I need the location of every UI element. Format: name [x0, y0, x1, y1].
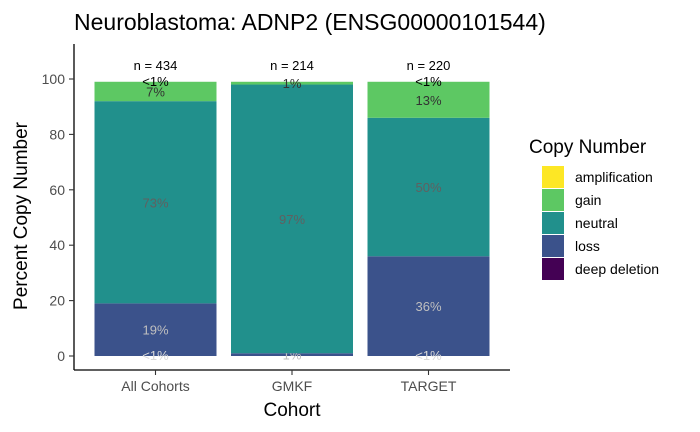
axes: 0 20 40 60 80 100 All Cohorts GMKF TARGET — [42, 44, 510, 394]
x-tick-label: All Cohorts — [121, 378, 189, 394]
data-label-small: <1% — [415, 348, 442, 363]
y-tick-label: 40 — [49, 237, 65, 253]
y-axis-label: Percent Copy Number — [11, 121, 32, 310]
legend-label: gain — [575, 192, 601, 208]
data-label: 50% — [415, 180, 441, 195]
bar-segment-loss — [231, 353, 353, 356]
bar-segment-loss — [94, 303, 217, 356]
x-tick-label: TARGET — [401, 378, 457, 394]
n-label: n = 214 — [270, 58, 314, 73]
data-label-small: <1% — [142, 348, 169, 363]
x-axis-label: Cohort — [263, 400, 321, 421]
legend-swatch — [542, 258, 564, 280]
chart-title: Neuroblastoma: ADNP2 (ENSG00000101544) — [74, 9, 546, 35]
data-label: 13% — [415, 93, 441, 108]
y-tick-label: 80 — [49, 126, 65, 142]
bar-segment-loss — [367, 256, 490, 356]
legend-label: loss — [575, 238, 600, 254]
legend-swatch — [542, 235, 564, 257]
legend-title: Copy Number — [529, 137, 647, 158]
bar-segment-gain — [94, 81, 217, 102]
data-label: 1% — [283, 76, 302, 91]
bar-segment-neutral — [367, 117, 490, 257]
bar-segment-neutral — [231, 84, 353, 354]
legend: Copy Number amplification gain neutral loss… — [529, 137, 659, 280]
x-tick-label: GMKF — [272, 378, 312, 394]
legend-label: amplification — [575, 169, 653, 185]
data-label: 19% — [142, 323, 168, 338]
data-label-small: <1% — [142, 74, 169, 89]
legend-swatch — [542, 166, 564, 188]
y-tick-label: 60 — [49, 182, 65, 198]
data-label-small: <1% — [415, 74, 442, 89]
y-tick-label: 20 — [49, 293, 65, 309]
legend-label: neutral — [575, 215, 618, 231]
bar-segment-neutral — [94, 101, 217, 304]
n-label: n = 220 — [407, 58, 451, 73]
y-tick-label: 100 — [42, 71, 66, 87]
legend-swatch — [542, 212, 564, 234]
n-label: n = 434 — [134, 58, 178, 73]
y-tick-label: 0 — [57, 348, 65, 364]
data-label: 73% — [142, 195, 168, 210]
data-label: 97% — [279, 212, 305, 227]
bar-segment-gain — [367, 81, 490, 118]
bar-segment-gain — [231, 81, 353, 85]
data-label: 36% — [415, 299, 441, 314]
legend-swatch — [542, 189, 564, 211]
legend-label: deep deletion — [575, 261, 659, 277]
data-label: 7% — [146, 84, 165, 99]
